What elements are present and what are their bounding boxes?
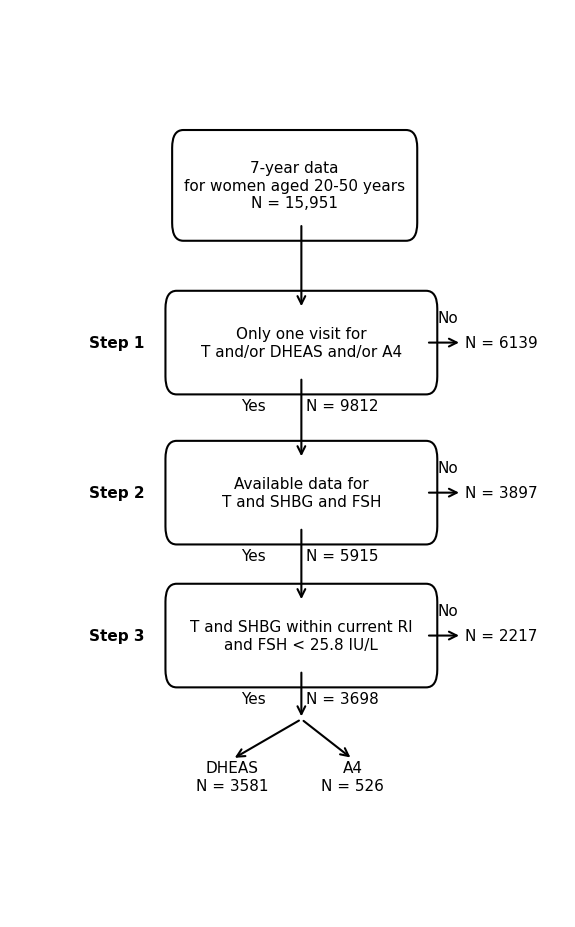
Text: N = 3698: N = 3698 xyxy=(306,692,378,706)
Text: Yes: Yes xyxy=(241,549,266,564)
Text: Yes: Yes xyxy=(241,399,266,413)
Text: 7-year data
for women aged 20-50 years
N = 15,951: 7-year data for women aged 20-50 years N… xyxy=(184,161,405,211)
Text: No: No xyxy=(437,311,458,325)
Text: N = 6139: N = 6139 xyxy=(465,336,538,350)
FancyBboxPatch shape xyxy=(172,131,417,242)
Text: Only one visit for
T and/or DHEAS and/or A4: Only one visit for T and/or DHEAS and/or… xyxy=(201,327,402,360)
Text: N = 9812: N = 9812 xyxy=(306,399,378,413)
Text: N = 5915: N = 5915 xyxy=(306,549,378,564)
Text: Yes: Yes xyxy=(241,692,266,706)
FancyBboxPatch shape xyxy=(166,584,438,688)
Text: No: No xyxy=(437,461,458,476)
Text: Step 1: Step 1 xyxy=(89,336,144,350)
Text: Step 2: Step 2 xyxy=(89,486,144,501)
Text: No: No xyxy=(437,603,458,618)
Text: N = 2217: N = 2217 xyxy=(465,629,537,643)
FancyBboxPatch shape xyxy=(166,441,438,545)
Text: T and SHBG within current RI
and FSH < 25.8 IU/L: T and SHBG within current RI and FSH < 2… xyxy=(190,619,413,652)
FancyBboxPatch shape xyxy=(166,291,438,395)
Text: A4
N = 526: A4 N = 526 xyxy=(321,760,384,793)
Text: Step 3: Step 3 xyxy=(89,629,144,643)
Text: N = 3897: N = 3897 xyxy=(465,486,538,501)
Text: DHEAS
N = 3581: DHEAS N = 3581 xyxy=(196,760,269,793)
Text: Available data for
T and SHBG and FSH: Available data for T and SHBG and FSH xyxy=(221,476,381,509)
